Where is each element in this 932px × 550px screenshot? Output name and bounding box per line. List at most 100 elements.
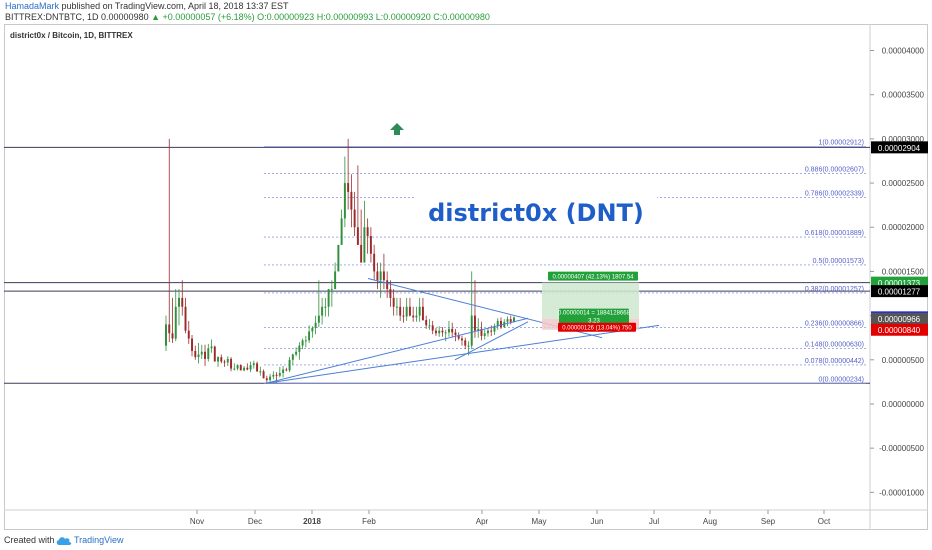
candle-body	[389, 289, 392, 298]
x-tick-label: Sep	[761, 517, 776, 526]
candle-body	[204, 351, 207, 359]
candle-body	[291, 354, 294, 360]
x-tick-label: 2018	[303, 517, 321, 526]
x-tick-label: Jun	[591, 517, 604, 526]
y-tick-label: 0.00000000	[882, 400, 925, 409]
watermark-box	[415, 194, 657, 230]
created-with-label: Created with	[4, 535, 55, 545]
candle-body	[256, 363, 259, 372]
change-value: +0.00000057 (+6.18%)	[162, 12, 255, 22]
publish-text: published on TradingView.com, April 18, …	[61, 1, 289, 11]
candle-body	[337, 244, 340, 272]
candle-body	[487, 330, 489, 334]
candle-body	[464, 340, 467, 346]
y-tick-label: 0.00004000	[882, 47, 925, 56]
candle-body	[373, 253, 376, 272]
candle-body	[282, 369, 285, 374]
price-badge-label: 0.00001373	[878, 279, 921, 288]
candle-body	[460, 338, 463, 341]
candle-body	[500, 320, 502, 328]
candle-body	[395, 306, 398, 308]
watermark-text: district0x (DNT)	[428, 199, 644, 227]
candle-body	[392, 297, 395, 307]
candle-body	[334, 271, 337, 290]
candle-body	[239, 365, 242, 371]
fib-level-label: 0.078(0.00000442)	[805, 358, 864, 365]
y-tick-label: 0.00002000	[882, 223, 925, 232]
y-tick-label: 0.00002500	[882, 179, 925, 188]
y-tick-label: 0.00001500	[882, 267, 925, 276]
candle-body	[184, 306, 187, 331]
candle-body	[470, 315, 473, 346]
y-tick-label: 0.00003000	[882, 135, 925, 144]
candle-body	[343, 183, 346, 219]
candle-body	[197, 354, 200, 358]
author-link[interactable]: HamadaMark	[5, 1, 60, 11]
candle-body	[493, 326, 496, 332]
price-badge	[871, 323, 928, 336]
position-stop-badge	[558, 322, 636, 332]
candle-body	[457, 335, 460, 339]
candle-body	[454, 332, 457, 336]
candle-body	[236, 365, 239, 369]
candle-body	[304, 340, 307, 342]
candle-body	[265, 378, 268, 381]
candle-body	[226, 358, 229, 363]
fib-level-label: 0(0.00000234)	[818, 376, 864, 383]
candle-body	[278, 373, 281, 376]
candle-body	[363, 227, 366, 263]
fib-level-label: 0.618(0.00001889)	[805, 230, 864, 237]
candle-body	[295, 351, 298, 355]
x-tick-label: Apr	[476, 517, 489, 526]
fib-level-label: 0.148(0.00000630)	[805, 341, 864, 348]
candle-body	[496, 320, 499, 327]
candle-body	[369, 236, 372, 254]
candle-body	[402, 315, 405, 317]
candle-body	[509, 319, 512, 322]
candle-body	[314, 322, 317, 328]
candle-body	[477, 328, 480, 331]
chart-frame	[4, 24, 928, 530]
candle-body	[415, 315, 418, 318]
y-tick-label: -0.00001000	[879, 488, 924, 497]
fib-level-label: 0.236(0.00000866)	[805, 320, 864, 327]
candle-body	[473, 315, 476, 331]
tradingview-brand[interactable]: TradingView	[74, 535, 124, 545]
candle-body	[412, 315, 415, 318]
candle-body	[262, 371, 265, 379]
candle-body	[480, 328, 483, 336]
candle-body	[275, 374, 278, 376]
trendline-support-long	[265, 324, 660, 384]
candle-body	[425, 320, 428, 326]
candle-body	[181, 297, 184, 307]
candle-body	[168, 324, 171, 334]
position-entry-label: 0.00000014 = 1884128668	[558, 311, 631, 317]
candle-body	[308, 331, 311, 341]
candle-body	[483, 333, 486, 336]
candle-body	[451, 328, 454, 333]
position-stop-label: 0.00000126 (13.04%) 750	[562, 326, 632, 332]
x-tick-label: Aug	[703, 517, 717, 526]
symbol-label: BITTREX:DNTBTC, 1D	[5, 12, 99, 22]
candle-body	[200, 351, 203, 355]
x-tick-label: Feb	[362, 517, 376, 526]
candle-body	[269, 376, 272, 381]
candle-body	[379, 271, 382, 281]
price-badge-label: 0.00000966	[878, 315, 921, 324]
fib-level-label: 0.786(0.00002339)	[805, 190, 864, 197]
candle-body	[360, 244, 363, 263]
candle-body	[207, 348, 210, 359]
candle-body	[353, 209, 356, 228]
publish-line: HamadaMark published on TradingView.com,…	[5, 1, 289, 11]
candle-body	[321, 306, 324, 316]
y-tick-label: 0.00000500	[882, 356, 925, 365]
candle-body	[428, 325, 431, 327]
candle-body	[447, 328, 450, 333]
candle-body	[174, 306, 177, 339]
price-badge-label: 0.00000840	[878, 326, 921, 335]
candle-body	[210, 346, 213, 349]
candle-body	[438, 330, 441, 334]
price-chart[interactable]: district0x / Bitcoin, 1D, BITTREX 0.00004…	[4, 24, 928, 530]
fib-level-label: 1(0.00002912)	[818, 140, 864, 147]
header-bar: HamadaMark published on TradingView.com,…	[0, 0, 932, 24]
